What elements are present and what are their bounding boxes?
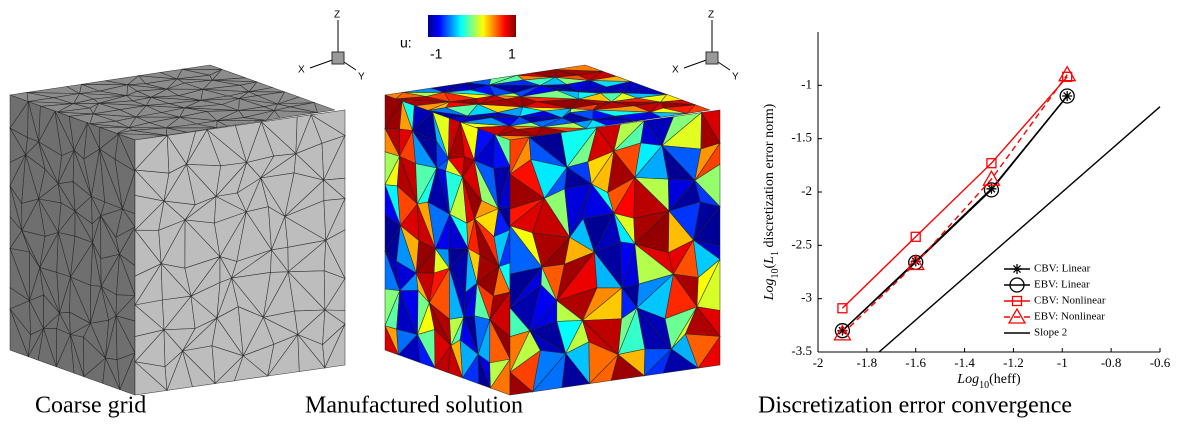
x-tick-label: -1: [1057, 355, 1068, 370]
marker: [1012, 264, 1022, 274]
triad-label: Y: [358, 72, 365, 83]
cubes: Z X Y Z X Y: [10, 10, 739, 395]
y-tick-label: -1: [801, 76, 812, 91]
caption: Coarse grid: [35, 393, 146, 419]
axis-label-part: Log: [762, 279, 777, 302]
caption: Manufactured solution: [305, 393, 523, 419]
axis-label-part: 10: [770, 269, 781, 279]
x-tick-label: -1.6: [905, 355, 926, 370]
axis-label-part: 10: [979, 380, 989, 391]
triad-box: [332, 52, 344, 64]
triad-label: Z: [708, 10, 714, 21]
axis-label-part: Log: [956, 372, 979, 387]
colorbar-max: 1: [508, 46, 516, 62]
triad-label: X: [298, 65, 305, 76]
legend-label: EBV: Nonlinear: [1034, 311, 1105, 323]
y-tick-label: -3: [801, 290, 812, 305]
x-tick-label: -1.2: [1003, 355, 1024, 370]
x-tick-label: -0.8: [1101, 355, 1122, 370]
axis-label-part: discretization error norm): [762, 103, 777, 251]
legend-label: CBV: Linear: [1034, 263, 1091, 275]
marker: [1059, 67, 1075, 81]
y-tick-label: -2.5: [791, 236, 812, 251]
figure: Z X Y Z X Y u: -1 1 Coarse grid Manufactured …: [0, 0, 1189, 427]
triad-label: Z: [334, 10, 340, 21]
y-tick-label: -2: [801, 183, 812, 198]
x-tick-label: -1.8: [857, 355, 878, 370]
chart: -2 -1.8 -1.6 -1.4 -1.2 -1 -0.8 -0.6 -3.5 -3 -2.5 -2…: [762, 32, 1171, 391]
triad-box: [706, 52, 718, 64]
triad-label: X: [672, 65, 679, 76]
triad-label: Y: [732, 72, 739, 83]
colorbar-label: u:: [400, 35, 412, 51]
x-tick-label: -0.6: [1150, 355, 1171, 370]
colorbar: [428, 15, 516, 37]
y-tick-label: -3.5: [791, 343, 812, 358]
caption: Discretization error convergence: [758, 393, 1072, 419]
colorbar-min: -1: [430, 46, 443, 62]
y-tick-label: -1.5: [791, 130, 812, 145]
axis-label-part: L: [762, 256, 777, 265]
axis-label-part: (heff): [989, 372, 1021, 387]
axis-label: Log10(heff): [956, 372, 1021, 391]
x-tick-label: -2: [813, 355, 824, 370]
x-tick-label: -1.4: [954, 355, 975, 370]
legend-label: Slope 2: [1034, 327, 1067, 339]
mesh-cell: [182, 65, 222, 69]
legend-label: CBV: Nonlinear: [1034, 295, 1106, 307]
mesh-cell: [314, 103, 335, 113]
legend-label: EBV: Linear: [1034, 279, 1090, 291]
axis-label: Log10(L1 discretization error norm): [762, 103, 781, 301]
